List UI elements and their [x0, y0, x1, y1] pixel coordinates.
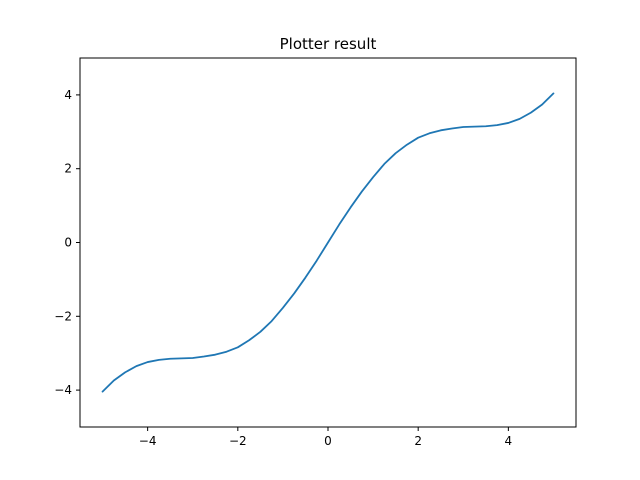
y-tick-label: 4 [64, 88, 72, 102]
y-tick-label: 2 [64, 162, 72, 176]
x-tick-label: 2 [414, 434, 422, 448]
chart-title: Plotter result [280, 35, 377, 53]
x-tick-label: −4 [139, 434, 157, 448]
y-tick-label: −2 [54, 309, 72, 323]
x-tick-label: 4 [505, 434, 513, 448]
x-tick-label: −2 [229, 434, 247, 448]
plot-lines [101, 92, 555, 393]
y-tick-label: −4 [54, 383, 72, 397]
axis-ticks: −4 −2 0 2 4 −4 −2 0 2 4 [54, 88, 512, 448]
plot-area-frame [79, 57, 577, 428]
series-line [101, 92, 555, 393]
x-tick-label: 0 [324, 434, 332, 448]
y-tick-label: 0 [64, 236, 72, 250]
